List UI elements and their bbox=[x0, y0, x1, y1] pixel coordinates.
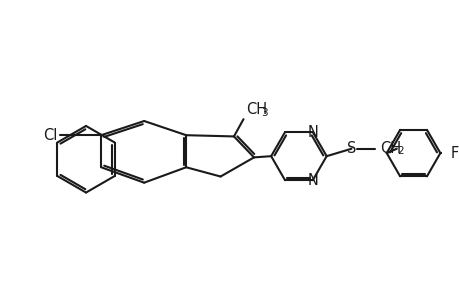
Text: N: N bbox=[307, 124, 318, 140]
Text: S: S bbox=[346, 141, 355, 156]
Text: 2: 2 bbox=[396, 146, 403, 156]
Text: Cl: Cl bbox=[43, 128, 58, 143]
Text: CH: CH bbox=[379, 141, 400, 156]
Text: CH: CH bbox=[245, 102, 266, 117]
Text: N: N bbox=[307, 173, 318, 188]
Text: 3: 3 bbox=[261, 108, 268, 118]
Text: F: F bbox=[449, 146, 458, 160]
